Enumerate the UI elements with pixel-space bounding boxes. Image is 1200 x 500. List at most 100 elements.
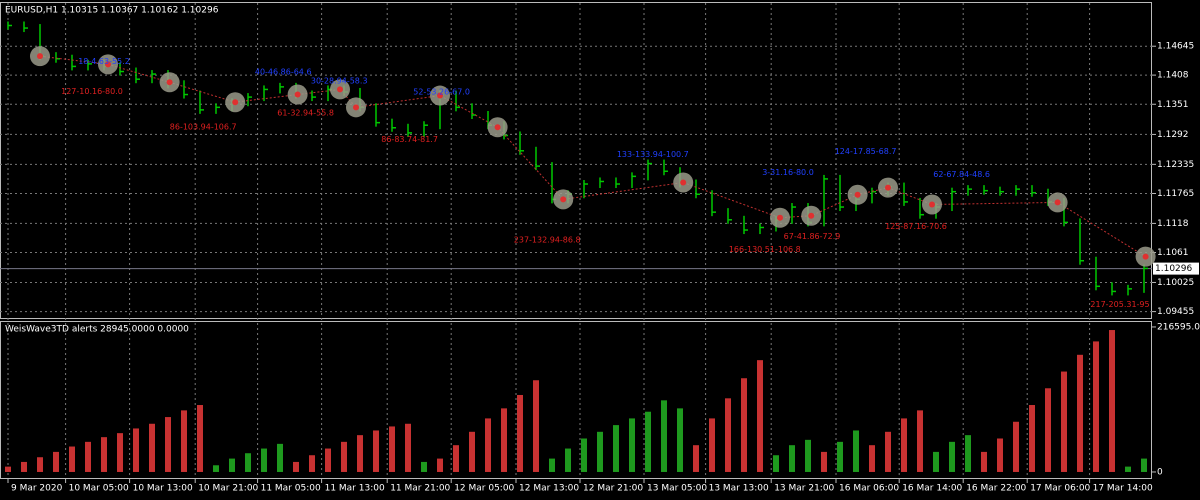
volume-bar — [949, 441, 955, 472]
indicator-frame — [0, 321, 1152, 479]
volume-bar — [725, 398, 731, 472]
signal-dot — [560, 196, 567, 203]
volume-bar — [245, 453, 251, 472]
annotation: 3-31.16-80.0 — [762, 168, 814, 177]
volume-bar — [53, 451, 59, 472]
volume-bar — [133, 428, 139, 472]
volume-bar — [389, 426, 395, 472]
annotation: 61-32.94-55.8 — [277, 108, 334, 117]
volume-bar — [805, 439, 811, 472]
volume-bar — [469, 431, 475, 472]
x-tick-label: 13 Mar 05:00 — [647, 484, 707, 494]
volume-bar — [1141, 458, 1147, 472]
volume-bar — [181, 410, 187, 472]
volume-bar — [933, 451, 939, 472]
x-tick-label: 10 Mar 13:00 — [133, 484, 193, 494]
volume-bar — [5, 466, 11, 472]
annotation: 86-83.74-81.7 — [381, 135, 438, 144]
volume-bar — [1013, 421, 1019, 472]
signal-dot — [929, 201, 935, 208]
signal-dot — [885, 184, 891, 191]
volume-bar — [437, 458, 443, 472]
volume-bar — [645, 411, 651, 472]
volume-bar — [1125, 466, 1131, 472]
volume-bar — [549, 458, 555, 472]
volume-bar — [613, 425, 619, 472]
volume-bar — [997, 438, 1003, 472]
annotation: 86-103.94-106.7 — [170, 122, 237, 131]
annotation: 62-67.84-48.6 — [933, 170, 990, 179]
volume-bar — [261, 448, 267, 472]
volume-bar — [453, 445, 459, 472]
signal-dot — [166, 79, 173, 86]
chart-title: EURUSD,H1 1.10315 1.10367 1.10162 1.1029… — [5, 6, 219, 16]
signal-dot — [1054, 199, 1061, 206]
volume-bar — [693, 445, 699, 472]
volume-bar — [421, 461, 427, 472]
volume-bar — [165, 417, 171, 472]
volume-bar — [1093, 341, 1099, 472]
signal-dot — [437, 92, 443, 99]
x-tick-label: 13 Mar 21:00 — [774, 484, 834, 494]
annotation: 127-10.16-80.0 — [61, 87, 123, 96]
x-tick-label: 11 Mar 05:00 — [261, 484, 321, 494]
volume-bar — [117, 433, 123, 472]
volume-bar — [85, 441, 91, 472]
volume-bar — [309, 455, 315, 472]
signal-dot — [353, 104, 359, 111]
volume-bar — [629, 418, 635, 472]
volume-bar — [373, 430, 379, 472]
volume-bar — [1109, 330, 1115, 472]
signal-dot — [337, 86, 343, 93]
last-price-box — [1153, 262, 1199, 275]
volume-bar — [277, 443, 283, 472]
signal-dot — [1142, 253, 1149, 260]
volume-bar — [565, 448, 571, 472]
volume-bar — [773, 455, 779, 472]
volume-bar — [597, 431, 603, 472]
signal-dot — [37, 53, 43, 60]
volume-bar — [149, 423, 155, 472]
volume-bar — [69, 446, 75, 472]
annotation: 133-133.94-100.7 — [617, 150, 689, 159]
annotation: 67-41.86-72.9 — [784, 232, 841, 241]
y-tick-label: 216595.05 — [1157, 322, 1200, 332]
y-tick-label: 1.1292 — [1157, 130, 1189, 140]
volume-bar — [357, 435, 363, 472]
volume-bar — [821, 451, 827, 472]
volume-bar — [677, 408, 683, 472]
signal-dot — [494, 124, 501, 131]
signal-dot — [294, 91, 301, 98]
signal-dot — [232, 99, 239, 106]
y-tick-label: 1.09455 — [1157, 307, 1194, 317]
volume-bar — [869, 445, 875, 472]
y-tick-label: 1.1061 — [1157, 248, 1189, 258]
volume-bar — [837, 441, 843, 472]
y-tick-label: 1.1118 — [1157, 219, 1189, 229]
volume-bar — [901, 418, 907, 472]
x-tick-label: 16 Mar 22:00 — [966, 484, 1026, 494]
x-tick-label: 13 Mar 13:00 — [709, 484, 769, 494]
signal-dot — [777, 214, 783, 221]
volume-bar — [293, 461, 299, 472]
y-tick-label: 1.1408 — [1157, 71, 1189, 81]
volume-bar — [661, 400, 667, 472]
volume-bar — [213, 465, 219, 472]
volume-bar — [1045, 388, 1051, 472]
volume-bar — [405, 423, 411, 472]
x-tick-label: 10 Mar 05:00 — [69, 484, 129, 494]
volume-bar — [741, 378, 747, 472]
y-tick-label: 1.14645 — [1157, 42, 1194, 52]
y-tick-label: 1.10025 — [1157, 278, 1194, 288]
signal-dot — [808, 212, 815, 219]
x-tick-label: 16 Mar 14:00 — [902, 484, 962, 494]
x-tick-label: 12 Mar 13:00 — [519, 484, 579, 494]
volume-bar — [965, 435, 971, 472]
signal-dot — [680, 179, 687, 186]
volume-bar — [485, 418, 491, 472]
volume-bar — [789, 445, 795, 472]
signal-dot — [854, 191, 861, 198]
volume-bar — [37, 457, 43, 472]
volume-bar — [1061, 371, 1067, 472]
volume-bar — [341, 441, 347, 472]
